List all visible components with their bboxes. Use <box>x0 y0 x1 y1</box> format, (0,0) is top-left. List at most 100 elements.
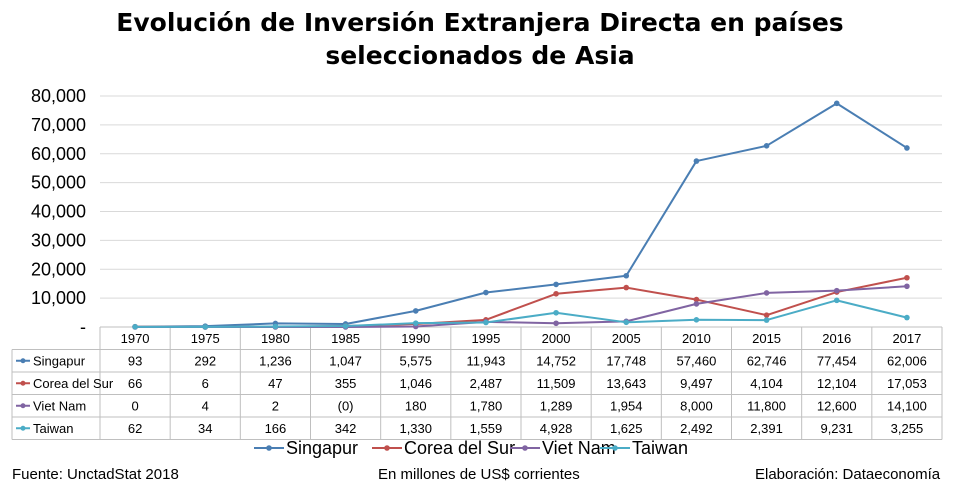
table-cell: 292 <box>194 354 216 369</box>
data-point <box>272 323 279 330</box>
table-cell: 34 <box>198 421 212 436</box>
table-cell: 12,104 <box>817 376 857 391</box>
y-tick-label: 20,000 <box>31 259 86 279</box>
data-point <box>623 272 630 279</box>
table-cell: 8,000 <box>680 399 713 414</box>
table-cell: 11,943 <box>467 354 506 369</box>
table-cell: 1,330 <box>399 421 432 436</box>
table-cell: (0) <box>338 399 354 414</box>
table-cell: 9,497 <box>680 376 713 391</box>
row-series-name: Viet Nam <box>33 399 86 414</box>
row-key-marker <box>20 425 26 431</box>
table-cell: 9,231 <box>820 421 853 436</box>
data-point <box>833 297 840 304</box>
chart-title-line-1: Evolución de Inversión Extranjera Direct… <box>116 8 844 37</box>
x-category-label: 2015 <box>752 331 781 346</box>
table-cell: 11,800 <box>747 399 786 414</box>
data-point <box>693 301 700 307</box>
x-category-label: 1995 <box>471 331 500 346</box>
table-cell: 1,954 <box>610 399 643 414</box>
y-tick-label: 10,000 <box>31 288 86 308</box>
data-point <box>904 314 910 321</box>
table-cell: 12,600 <box>817 399 857 414</box>
x-category-label: 1975 <box>191 331 220 346</box>
row-series-name: Taiwan <box>33 421 73 436</box>
x-category-label: 1970 <box>121 331 150 346</box>
data-point <box>342 323 349 329</box>
table-cell: 342 <box>335 421 357 436</box>
legend-label: Corea del Sur <box>404 438 515 458</box>
data-point <box>693 317 700 323</box>
table-cell: 1,289 <box>540 399 573 414</box>
table-cell: 62 <box>128 421 142 436</box>
chart-title: Evolución de Inversión Extranjera Direct… <box>0 6 960 72</box>
data-point <box>623 284 630 291</box>
table-cell: 3,255 <box>891 421 924 436</box>
series-line <box>135 299 908 328</box>
table-cell: 166 <box>265 421 287 436</box>
series-line <box>135 102 908 328</box>
table-cell: 4,928 <box>540 421 573 436</box>
data-point <box>483 289 489 296</box>
table-cell: 17,748 <box>606 354 646 369</box>
table-cell: 1,559 <box>470 421 503 436</box>
data-point <box>483 319 489 326</box>
row-series-name: Corea del Sur <box>33 376 114 391</box>
data-point <box>904 145 910 151</box>
table-cell: 2 <box>272 399 279 414</box>
gridlines <box>100 95 942 299</box>
table-cell: 180 <box>405 399 427 414</box>
y-tick-label: 70,000 <box>31 115 86 135</box>
data-point <box>412 320 419 326</box>
x-category-label: 2005 <box>612 331 641 346</box>
units-note: En millones de US$ corrientes <box>378 466 580 483</box>
table-cell: 5,575 <box>399 354 432 369</box>
table-cell: 11,509 <box>537 376 576 391</box>
legend-label: Singapur <box>286 438 358 458</box>
row-key-marker <box>20 358 26 364</box>
data-point <box>833 287 840 294</box>
data-point <box>763 312 770 318</box>
data-point <box>202 324 209 330</box>
table-cell: 4,104 <box>750 376 783 391</box>
y-tick-label: 50,000 <box>31 173 86 193</box>
table-cell: 1,236 <box>259 354 292 369</box>
y-tick-label: - <box>80 317 86 337</box>
y-axis-tick-labels: - 10,000 20,000 30,000 40,000 50,000 60,000 70,… <box>31 86 86 337</box>
data-point <box>693 296 700 303</box>
x-category-label: 1980 <box>261 331 290 346</box>
legend-marker <box>612 445 618 451</box>
table-cell: 62,006 <box>887 354 927 369</box>
y-tick-label: 40,000 <box>31 202 86 222</box>
table-cell: 2,391 <box>750 421 783 436</box>
table-cell: 1,047 <box>329 354 362 369</box>
data-table: 1970 1975 1980 1985 1990 1995 2000 2005 2010 2015… <box>11 326 943 440</box>
x-category-label: 1985 <box>331 331 360 346</box>
x-category-label: 1990 <box>401 331 430 346</box>
credit-note: Elaboración: Dataeconomía <box>755 466 941 483</box>
legend-marker <box>384 445 390 451</box>
table-cell: 62,746 <box>747 354 787 369</box>
legend: Singapur Corea del Sur Viet Nam Taiwan <box>254 438 688 458</box>
table-cell: 57,460 <box>677 354 717 369</box>
data-point <box>763 143 770 149</box>
data-point <box>763 317 770 323</box>
data-point <box>553 281 559 288</box>
data-point <box>904 274 910 281</box>
series-lines <box>132 100 910 330</box>
table-cell: 14,752 <box>536 354 576 369</box>
legend-label: Taiwan <box>632 438 688 458</box>
table-cell: 2,487 <box>470 376 503 391</box>
x-category-label: 2016 <box>822 331 851 346</box>
table-cell: 355 <box>335 376 357 391</box>
chart-title-line-2: seleccionados de Asia <box>325 41 635 70</box>
data-point <box>623 319 630 326</box>
data-point <box>553 290 559 297</box>
table-cell: 4 <box>202 399 209 414</box>
table-cell: 14,100 <box>887 399 927 414</box>
y-tick-label: 30,000 <box>31 230 86 250</box>
data-point <box>763 290 770 296</box>
table-cell: 1,625 <box>610 421 643 436</box>
table-cell: 6 <box>202 376 209 391</box>
